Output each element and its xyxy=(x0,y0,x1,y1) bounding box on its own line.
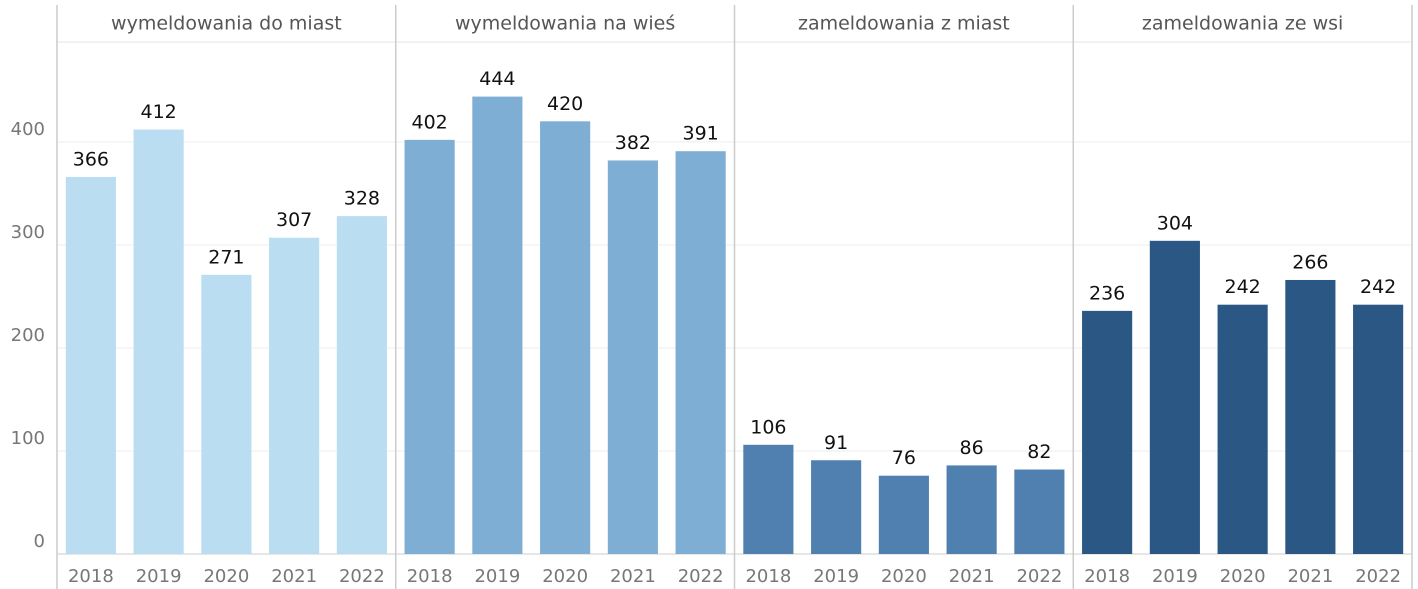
bar xyxy=(336,216,387,555)
value-label: 266 xyxy=(1292,251,1328,273)
value-label: 366 xyxy=(73,148,109,170)
value-label: 242 xyxy=(1224,276,1260,298)
value-label: 328 xyxy=(344,188,380,210)
bar xyxy=(743,444,794,554)
x-tick-label: 2019 xyxy=(474,566,520,587)
x-tick-label: 2022 xyxy=(678,566,724,587)
value-label: 236 xyxy=(1089,282,1125,304)
value-label: 82 xyxy=(1027,441,1051,463)
x-tick-label: 2020 xyxy=(542,566,588,587)
bar xyxy=(811,460,862,554)
x-tick-label: 2019 xyxy=(813,566,859,587)
value-label: 86 xyxy=(960,437,984,459)
x-tick-label: 2020 xyxy=(881,566,927,587)
y-tick-label: 400 xyxy=(11,119,45,140)
y-tick-label: 100 xyxy=(11,428,45,449)
panel-title: zameldowania z miast xyxy=(798,13,1010,35)
x-tick-label: 2018 xyxy=(68,566,114,587)
x-tick-label: 2018 xyxy=(745,566,791,587)
x-tick-label: 2021 xyxy=(610,566,656,587)
value-label: 307 xyxy=(276,209,312,231)
x-tick-label: 2020 xyxy=(203,566,249,587)
bar xyxy=(946,465,997,554)
value-label: 391 xyxy=(682,123,718,145)
bar xyxy=(675,151,726,554)
bar xyxy=(878,475,929,554)
value-label: 412 xyxy=(140,101,176,123)
bar xyxy=(1353,304,1404,554)
bar xyxy=(133,129,184,554)
value-label: 76 xyxy=(892,447,916,469)
x-tick-label: 2022 xyxy=(1355,566,1401,587)
x-tick-label: 2022 xyxy=(339,566,385,587)
bar xyxy=(540,121,591,554)
value-label: 402 xyxy=(411,111,447,133)
value-label: 444 xyxy=(479,68,515,90)
y-tick-label: 300 xyxy=(11,222,45,243)
x-tick-label: 2021 xyxy=(949,566,995,587)
bar xyxy=(1217,304,1268,554)
panel-title: zameldowania ze wsi xyxy=(1142,13,1343,35)
panel-title: wymeldowania do miast xyxy=(111,13,342,35)
value-label: 106 xyxy=(750,416,786,438)
x-tick-label: 2019 xyxy=(1152,566,1198,587)
x-tick-label: 2021 xyxy=(1287,566,1333,587)
bar xyxy=(65,176,116,554)
value-label: 420 xyxy=(547,93,583,115)
bar xyxy=(404,139,455,555)
x-tick-label: 2018 xyxy=(1084,566,1130,587)
x-tick-label: 2019 xyxy=(136,566,182,587)
x-tick-label: 2021 xyxy=(271,566,317,587)
bar xyxy=(472,96,523,554)
value-label: 271 xyxy=(208,246,244,268)
bar xyxy=(1014,469,1065,554)
y-tick-label: 0 xyxy=(34,531,45,552)
bar xyxy=(201,274,252,554)
x-tick-label: 2020 xyxy=(1220,566,1266,587)
panel-title: wymeldowania na wieś xyxy=(455,13,675,35)
value-label: 304 xyxy=(1157,212,1193,234)
value-label: 91 xyxy=(824,432,848,454)
bar xyxy=(1149,240,1200,554)
bar xyxy=(1082,310,1133,554)
value-label: 382 xyxy=(615,132,651,154)
bar xyxy=(607,160,658,554)
bar xyxy=(269,237,320,554)
x-tick-label: 2018 xyxy=(407,566,453,587)
value-label: 242 xyxy=(1360,276,1396,298)
bar xyxy=(1285,279,1336,554)
x-tick-label: 2022 xyxy=(1016,566,1062,587)
y-tick-label: 200 xyxy=(11,325,45,346)
